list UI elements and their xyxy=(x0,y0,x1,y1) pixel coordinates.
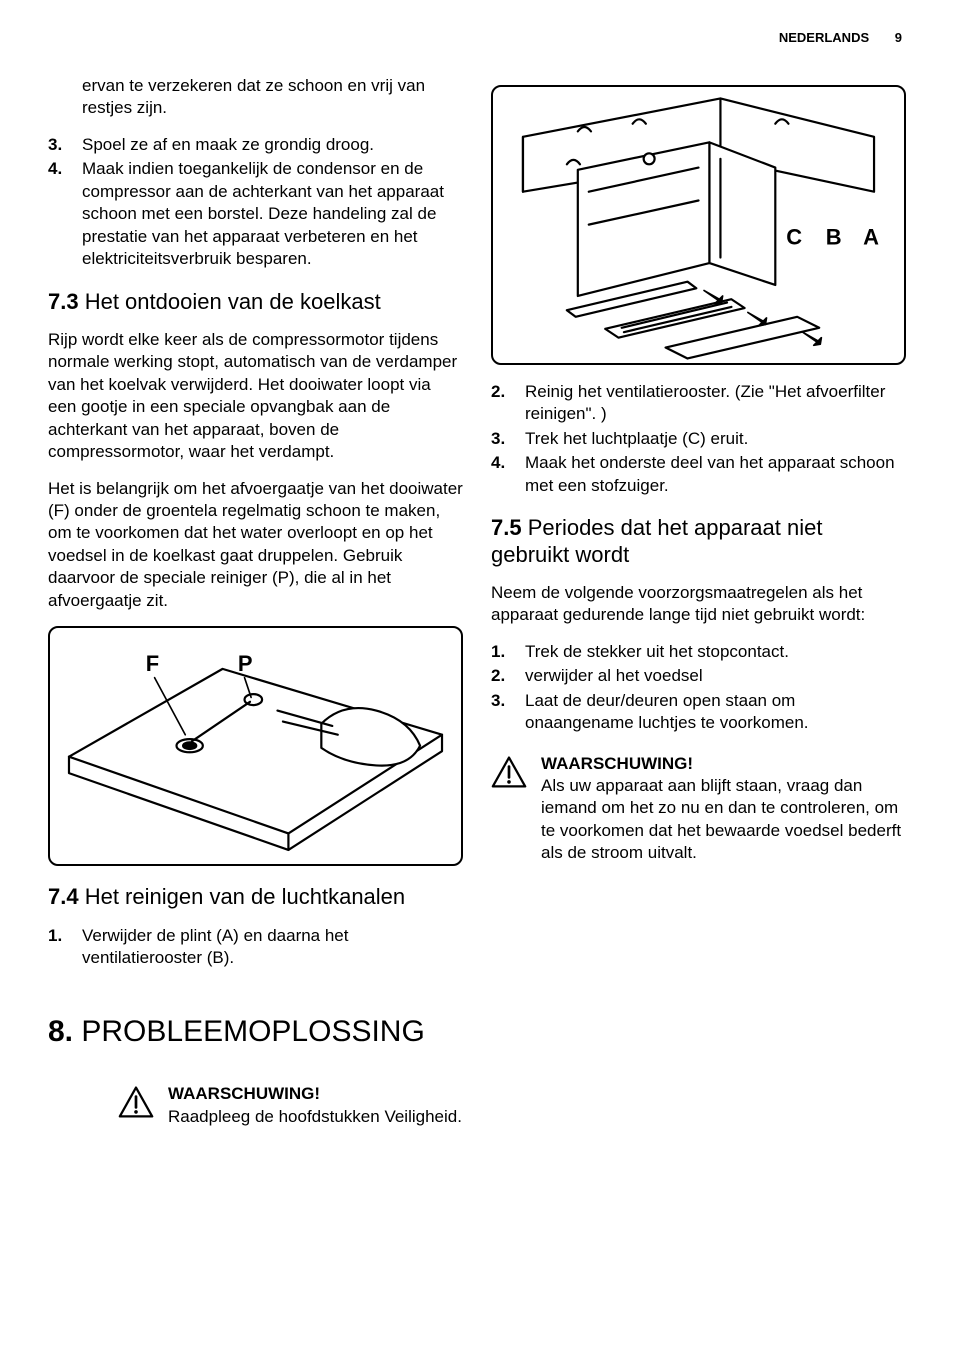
list-7-4: 1. Verwijder de plint (A) en daarna het … xyxy=(48,925,463,970)
warning-text: WAARSCHUWING! Als uw apparaat aan blijft… xyxy=(541,753,906,865)
warning-7-5: WAARSCHUWING! Als uw apparaat aan blijft… xyxy=(491,753,906,865)
chapter8-columns: WAARSCHUWING! Raadpleeg de hoofdstukken … xyxy=(48,1069,906,1142)
heading-number: 7.5 xyxy=(491,515,522,540)
list-number: 2. xyxy=(491,381,525,426)
warning-body: Als uw apparaat aan blijft staan, vraag … xyxy=(541,775,906,865)
page-header: NEDERLANDS 9 xyxy=(48,30,906,45)
list-item: 1. Trek de stekker uit het stopcontact. xyxy=(491,641,906,663)
figure-vent-channels: C B A xyxy=(491,85,906,365)
list-number: 3. xyxy=(48,134,82,156)
paragraph-7-3b: Het is belangrijk om het afvoergaatje va… xyxy=(48,478,463,613)
list-item: 2. Reinig het ventilatierooster. (Zie "H… xyxy=(491,381,906,426)
figure-drain-hole: F P xyxy=(48,626,463,866)
heading-text: Periodes dat het apparaat niet gebruikt … xyxy=(491,515,822,566)
vent-channels-svg: C B A xyxy=(501,82,896,367)
list-text: verwijder al het voedsel xyxy=(525,665,906,687)
heading-number: 8. xyxy=(48,1015,73,1048)
list-item: 3. Spoel ze af en maak ze grondig droog. xyxy=(48,134,463,156)
heading-8: 8. PROBLEEMOPLOSSING xyxy=(48,1015,906,1049)
list-number: 3. xyxy=(491,428,525,450)
paragraph-7-3a: Rijp wordt elke keer als de compressormo… xyxy=(48,329,463,464)
heading-number: 7.4 xyxy=(48,884,79,909)
list-item: 4. Maak het onderste deel van het appara… xyxy=(491,452,906,497)
list-number: 2. xyxy=(491,665,525,687)
warning-title: WAARSCHUWING! xyxy=(168,1083,463,1105)
list-7-5: 1. Trek de stekker uit het stopcontact. … xyxy=(491,641,906,735)
warning-icon xyxy=(118,1083,154,1128)
list-item: 2. verwijder al het voedsel xyxy=(491,665,906,687)
drain-hole-svg: F P xyxy=(58,625,453,866)
warning-8: WAARSCHUWING! Raadpleeg de hoofdstukken … xyxy=(48,1083,463,1128)
figure-label-b: B xyxy=(826,225,842,250)
paragraph-7-5: Neem de volgende voorzorgsmaatregelen al… xyxy=(491,582,906,627)
list-item: 3. Laat de deur/deuren open staan om ona… xyxy=(491,690,906,735)
figure-label-c: C xyxy=(786,225,802,250)
continuation-text: ervan te verzekeren dat ze schoon en vri… xyxy=(48,75,463,120)
list-number: 1. xyxy=(48,925,82,970)
list-item: 3. Trek het luchtplaatje (C) eruit. xyxy=(491,428,906,450)
list-text: Trek de stekker uit het stopcontact. xyxy=(525,641,906,663)
list-item: 1. Verwijder de plint (A) en daarna het … xyxy=(48,925,463,970)
figure-label-p: P xyxy=(238,652,253,677)
language-label: NEDERLANDS xyxy=(779,30,869,45)
content-columns: ervan te verzekeren dat ze schoon en vri… xyxy=(48,75,906,987)
right-column: C B A 2. Reinig het ventilatierooster. (… xyxy=(491,75,906,987)
list-number: 1. xyxy=(491,641,525,663)
heading-text: PROBLEEMOPLOSSING xyxy=(73,1015,425,1048)
warning-body: Raadpleeg de hoofdstukken Veiligheid. xyxy=(168,1106,463,1128)
page-number: 9 xyxy=(895,30,902,45)
list-text: Spoel ze af en maak ze grondig droog. xyxy=(82,134,463,156)
list-text: Verwijder de plint (A) en daarna het ven… xyxy=(82,925,463,970)
figure-label-f: F xyxy=(146,652,159,677)
chapter8-right-column xyxy=(491,1069,906,1142)
heading-7-5: 7.5 Periodes dat het apparaat niet gebru… xyxy=(491,515,906,568)
heading-7-3: 7.3 Het ontdooien van de koelkast xyxy=(48,289,463,315)
warning-text: WAARSCHUWING! Raadpleeg de hoofdstukken … xyxy=(168,1083,463,1128)
list-7-4b: 2. Reinig het ventilatierooster. (Zie "H… xyxy=(491,381,906,497)
list-text: Trek het luchtplaatje (C) eruit. xyxy=(525,428,906,450)
warning-title: WAARSCHUWING! xyxy=(541,753,906,775)
list-text: Maak het onderste deel van het apparaat … xyxy=(525,452,906,497)
list-number: 3. xyxy=(491,690,525,735)
list-text: Laat de deur/deuren open staan om onaang… xyxy=(525,690,906,735)
heading-number: 7.3 xyxy=(48,289,79,314)
list-item: 4. Maak indien toegankelijk de condensor… xyxy=(48,158,463,270)
list-number: 4. xyxy=(48,158,82,270)
list-number: 4. xyxy=(491,452,525,497)
list-top: 3. Spoel ze af en maak ze grondig droog.… xyxy=(48,134,463,271)
left-column: ervan te verzekeren dat ze schoon en vri… xyxy=(48,75,463,987)
list-text: Reinig het ventilatierooster. (Zie "Het … xyxy=(525,381,906,426)
list-text: Maak indien toegankelijk de condensor en… xyxy=(82,158,463,270)
heading-text: Het reinigen van de luchtkanalen xyxy=(79,884,406,909)
heading-text: Het ontdooien van de koelkast xyxy=(79,289,381,314)
warning-icon xyxy=(491,753,527,865)
chapter8-left-column: WAARSCHUWING! Raadpleeg de hoofdstukken … xyxy=(48,1069,463,1142)
figure-label-a: A xyxy=(863,225,879,250)
heading-7-4: 7.4 Het reinigen van de luchtkanalen xyxy=(48,884,463,910)
